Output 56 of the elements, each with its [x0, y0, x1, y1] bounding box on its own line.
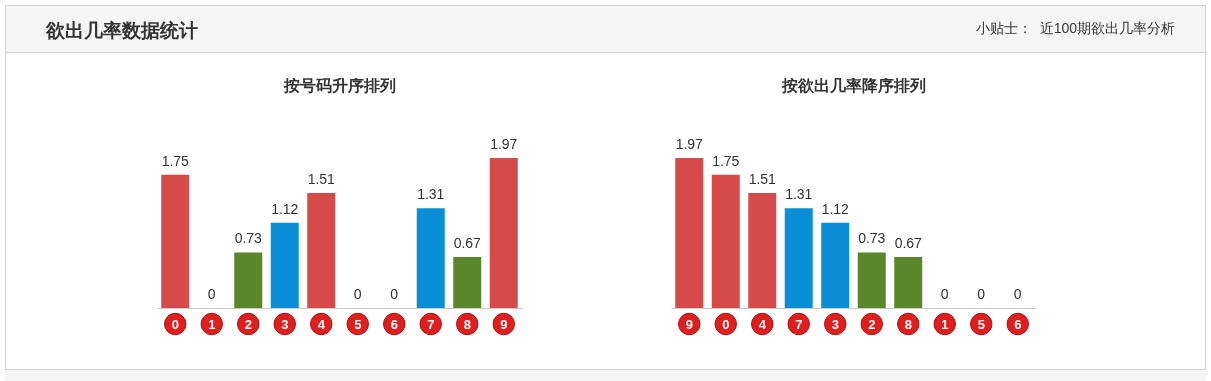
text: 小贴士： 近100期欲出几率分析 [975, 20, 1175, 38]
bar [161, 174, 190, 308]
bar [270, 222, 299, 308]
data-label: 0 [353, 286, 362, 302]
x-tick-label: 9 [500, 316, 508, 332]
bar [416, 208, 445, 308]
data-label: 0 [977, 286, 986, 302]
x-tick-label: 7 [795, 316, 803, 332]
bar [489, 158, 518, 308]
bar [857, 252, 886, 308]
data-label: 0 [390, 286, 399, 302]
bar [453, 256, 482, 308]
x-tick-label: 3 [831, 316, 839, 332]
data-label: 0.73 [858, 230, 886, 247]
x-tick-label: 5 [977, 316, 985, 332]
bar [234, 252, 263, 308]
bar [307, 193, 336, 308]
data-label: 0 [207, 286, 216, 302]
bar [821, 222, 850, 308]
data-label: 1.31 [417, 186, 445, 203]
x-tick-label: 8 [463, 316, 471, 332]
x-tick-label: 4 [317, 316, 326, 332]
data-label: 1.12 [271, 200, 299, 217]
data-label: 1.31 [785, 186, 813, 203]
x-tick-label: 2 [244, 316, 252, 332]
x-tick-label: 1 [941, 316, 949, 332]
x-tick-label: 3 [281, 316, 289, 332]
x-tick-label: 1 [208, 316, 216, 332]
data-label: 0 [1013, 286, 1022, 302]
data-label: 0 [940, 286, 949, 302]
text: 欲出几率数据统计 [46, 19, 198, 43]
x-tick-label: 4 [758, 316, 767, 332]
bar [675, 158, 704, 308]
data-label: 0.67 [894, 234, 923, 251]
x-tick-label: 0 [722, 316, 730, 332]
x-tick-label: 2 [868, 316, 876, 332]
data-label: 1.51 [748, 171, 777, 188]
data-label: 1.12 [821, 200, 850, 217]
x-tick-label: 8 [904, 316, 912, 332]
x-tick-label: 6 [390, 316, 398, 332]
x-tick-label: 7 [427, 316, 435, 332]
data-label: 1.97 [490, 136, 518, 152]
x-tick-label: 6 [1014, 316, 1022, 332]
x-tick-label: 0 [171, 316, 179, 332]
data-label: 1.97 [675, 136, 704, 152]
bar [784, 208, 813, 308]
data-label: 1.75 [712, 152, 740, 169]
data-label: 0.73 [234, 230, 263, 247]
data-label: 1.75 [161, 152, 190, 169]
bar [711, 174, 740, 308]
data-label: 1.51 [307, 171, 336, 188]
x-tick-label: 5 [354, 316, 362, 332]
bar [894, 256, 923, 308]
x-tick-label: 9 [685, 316, 693, 332]
bar [748, 193, 777, 308]
data-label: 0.67 [453, 234, 482, 251]
